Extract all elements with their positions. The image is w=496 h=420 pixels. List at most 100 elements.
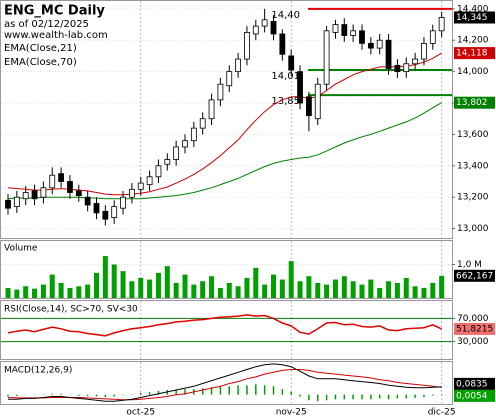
histogram-bar [432,394,434,396]
value-tag-bg [454,11,495,24]
level-label: 13,85 [271,96,300,107]
volume-bar [403,277,409,298]
histogram-bar [113,394,115,397]
candle-body [244,31,250,60]
candle-body [146,176,153,186]
histogram-bar [325,394,328,401]
volume-bar [262,284,268,298]
y-tick-label: 14,400 [457,4,489,14]
candle-body [350,30,357,36]
histogram-bar [246,385,248,395]
volume-bar [173,282,179,298]
ema-line [7,102,442,200]
histogram-bar [131,394,133,395]
volume-bar [377,287,383,298]
volume-bar [359,284,365,298]
y-tick-label: 30,000 [457,337,489,347]
candle-body [314,83,321,120]
candle-body [217,83,224,101]
volume-bar [244,277,250,298]
candle-body [235,58,242,73]
candle-body [226,71,233,87]
candle-body [93,203,100,214]
candle-body [323,30,330,85]
volume-bar [332,279,338,298]
candle-body [75,190,82,197]
volume-bar [394,282,400,298]
histogram-bar [237,385,239,395]
value-tag: 14,118 [456,49,488,59]
panel-title: MACD(12,26,9) [4,366,72,376]
volume-panel [0,240,453,299]
candle-body [359,30,365,44]
candle-body [208,99,215,120]
histogram-bar [272,386,275,395]
candle-body [40,187,47,198]
legend-entry: EMA(Close,70) [4,57,77,68]
candle-body [111,206,118,218]
volume-bar [85,284,91,298]
volume-bar [306,276,312,298]
histogram-bar [423,394,425,397]
histogram-bar [255,384,257,395]
histogram-bar [370,394,372,400]
volume-bar [235,286,241,298]
signal-line [7,369,442,401]
candle-body [403,63,410,73]
volume-bar [147,279,153,298]
y-tick-label: 13,000 [457,224,489,234]
histogram-bar [140,392,142,395]
candle-body [376,39,383,49]
histogram-bar [51,393,53,395]
candle-body [261,19,268,27]
candle-body [13,196,20,208]
histogram-bar [24,394,27,396]
volume-bar [315,282,321,298]
candle-body [332,24,339,33]
histogram-bar [175,390,177,395]
histogram-bar [201,388,204,395]
y-tick-label: 13,400 [457,161,489,171]
histogram-bar [122,394,124,396]
y-tick-label: 14,200 [457,36,489,46]
histogram-bar [157,390,160,395]
volume-bar [129,281,135,298]
value-tag: 0,0835 [456,379,488,389]
volume-bar [412,286,418,298]
value-tag: 0,0054 [456,391,488,401]
candle-body [22,192,29,200]
candle-body [155,165,162,178]
candle-body [67,181,73,193]
histogram-bar [317,394,319,402]
histogram-bar [308,394,310,401]
volume-bar [386,281,392,298]
volume-bar [209,276,215,298]
histogram-bar [405,394,407,399]
histogram-bar [414,394,416,398]
value-tag: 662,167 [456,271,493,281]
volume-bar [76,286,82,298]
volume-bar [226,282,232,298]
value-tag-bg [454,389,495,402]
histogram-bar [184,389,186,395]
histogram-bar [86,394,89,397]
histogram-bar [387,394,390,400]
histogram-bar [60,393,62,395]
candle-body [270,21,277,35]
x-tick-label: oct-25 [126,408,155,418]
volume-bar [421,287,427,298]
x-tick-label: dic-25 [428,408,456,418]
volume-bar [430,282,436,298]
histogram-bar [42,394,45,395]
candle-body [288,55,295,71]
histogram-bar [148,391,151,395]
volume-bar [14,289,20,298]
volume-bar [58,282,64,298]
volume-bar [341,276,347,298]
volume-bar [271,274,276,298]
histogram-bar [440,394,443,395]
volume-bar [49,274,55,298]
histogram-bar [263,385,266,395]
volume-bar [368,279,374,298]
volume-bar [182,274,188,298]
